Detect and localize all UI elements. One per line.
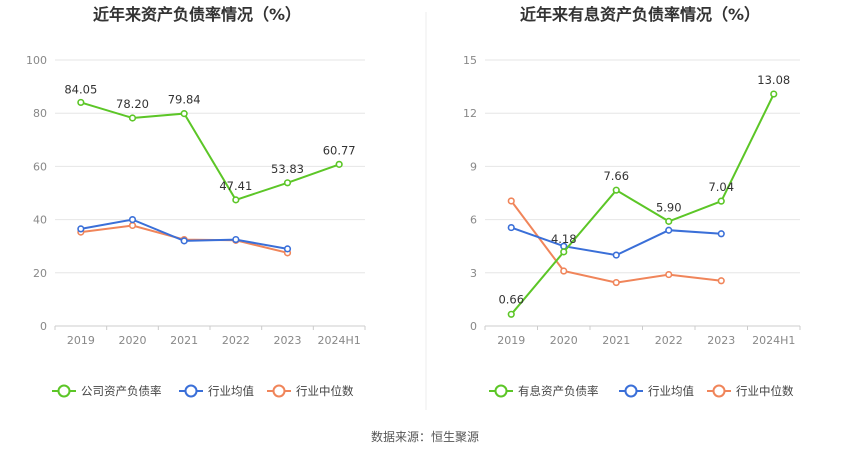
data-label: 4.18 <box>551 232 577 246</box>
x-tick-label: 2022 <box>222 334 250 347</box>
data-point <box>335 160 343 168</box>
data-label: 78.20 <box>116 97 149 111</box>
legend-marker <box>494 384 508 398</box>
y-tick-label: 3 <box>470 267 477 280</box>
data-point <box>717 197 725 205</box>
data-label: 0.66 <box>498 292 524 306</box>
series-1: 0.66 4.18 7.66 5.90 7.04 13.08 <box>498 73 790 318</box>
data-point <box>717 277 725 285</box>
data-point <box>665 226 673 234</box>
x-tick-label: 2024H1 <box>752 334 795 347</box>
data-point <box>128 216 137 224</box>
series-3 <box>507 197 725 287</box>
data-point <box>612 251 620 259</box>
data-point <box>128 114 137 122</box>
data-label: 79.84 <box>168 93 201 107</box>
x-tick-label: 2023 <box>274 334 302 347</box>
legend-item: 行业均值 <box>619 384 694 398</box>
legend-marker <box>184 384 198 398</box>
series-2 <box>507 223 725 259</box>
x-tick-label: 2019 <box>497 334 525 347</box>
data-point <box>232 196 240 204</box>
series-1: 84.05 78.20 79.84 47.41 53.83 60.77 <box>64 82 356 204</box>
chart-title: 近年来有息资产负债率情况（%） <box>520 5 760 24</box>
data-label: 60.77 <box>323 143 356 157</box>
series-line <box>80 101 340 202</box>
legend-label: 行业均值 <box>648 384 694 398</box>
data-point <box>612 186 620 194</box>
legend-label: 有息资产负债率 <box>518 384 599 398</box>
data-point <box>507 310 515 318</box>
data-point <box>507 197 515 205</box>
legend-item: 行业中位数 <box>267 384 354 398</box>
legend-item: 行业中位数 <box>707 384 794 398</box>
x-tick-label: 2021 <box>602 334 630 347</box>
data-point <box>560 248 568 256</box>
data-point <box>77 98 85 107</box>
series-2 <box>77 216 292 253</box>
data-point <box>717 230 725 238</box>
series-line <box>510 93 775 315</box>
legend-item: 行业均值 <box>179 384 254 398</box>
x-tick-label: 2020 <box>550 334 578 347</box>
data-point <box>180 237 188 245</box>
data-label: 7.66 <box>603 169 629 183</box>
y-tick-label: 60 <box>33 160 47 173</box>
legend-item: 公司资产负债率 <box>52 384 162 398</box>
data-point <box>77 225 85 233</box>
y-tick-label: 12 <box>463 107 477 120</box>
data-point <box>232 235 240 244</box>
data-point <box>507 223 515 232</box>
y-tick-label: 0 <box>470 320 477 333</box>
data-point <box>560 267 568 275</box>
data-source: 数据来源：恒生聚源 <box>370 430 479 444</box>
x-tick-label: 2022 <box>655 334 683 347</box>
x-tick-label: 2019 <box>67 334 95 347</box>
y-tick-label: 6 <box>470 214 477 227</box>
data-label: 7.04 <box>708 180 734 194</box>
legend-label: 行业均值 <box>208 384 254 398</box>
y-tick-label: 80 <box>33 107 47 120</box>
x-tick-label: 2024H1 <box>318 334 361 347</box>
data-point <box>612 278 620 287</box>
y-tick-label: 15 <box>463 54 477 67</box>
chart-panel-2: 近年来有息资产负债率情况（%） 0 3 6 9 12 15 2019 2020 2021 2022 2… <box>463 5 801 398</box>
x-tick-label: 2020 <box>119 334 147 347</box>
legend-marker <box>712 384 726 398</box>
legend-marker <box>57 384 71 398</box>
y-tick-label: 20 <box>33 267 47 280</box>
y-tick-label: 100 <box>26 54 47 67</box>
y-tick-label: 9 <box>470 160 477 173</box>
legend-marker <box>624 384 638 398</box>
y-tick-label: 0 <box>40 320 47 333</box>
legend-label: 公司资产负债率 <box>81 384 162 398</box>
y-tick-label: 40 <box>33 214 47 227</box>
data-point <box>283 179 292 187</box>
data-label: 13.08 <box>757 73 790 87</box>
x-tick-label: 2023 <box>707 334 735 347</box>
legend-marker <box>272 384 286 398</box>
data-label: 84.05 <box>64 82 97 96</box>
data-point <box>128 221 137 230</box>
data-label: 47.41 <box>219 179 252 193</box>
x-tick-label: 2021 <box>170 334 198 347</box>
chart-title: 近年来资产负债率情况（%） <box>93 5 301 24</box>
data-label: 53.83 <box>271 162 304 176</box>
data-point <box>665 217 673 225</box>
data-label: 5.90 <box>656 200 682 214</box>
data-point <box>770 90 778 98</box>
data-point <box>665 270 673 279</box>
legend-label: 行业中位数 <box>296 384 354 398</box>
legend-item: 有息资产负债率 <box>489 384 599 398</box>
legend-label: 行业中位数 <box>736 384 794 398</box>
chart-panel-1: 近年来资产负债率情况（%） 0 20 40 60 80 100 2019 2020 2021 202… <box>26 5 366 398</box>
data-point <box>283 245 292 253</box>
data-point <box>180 110 188 118</box>
